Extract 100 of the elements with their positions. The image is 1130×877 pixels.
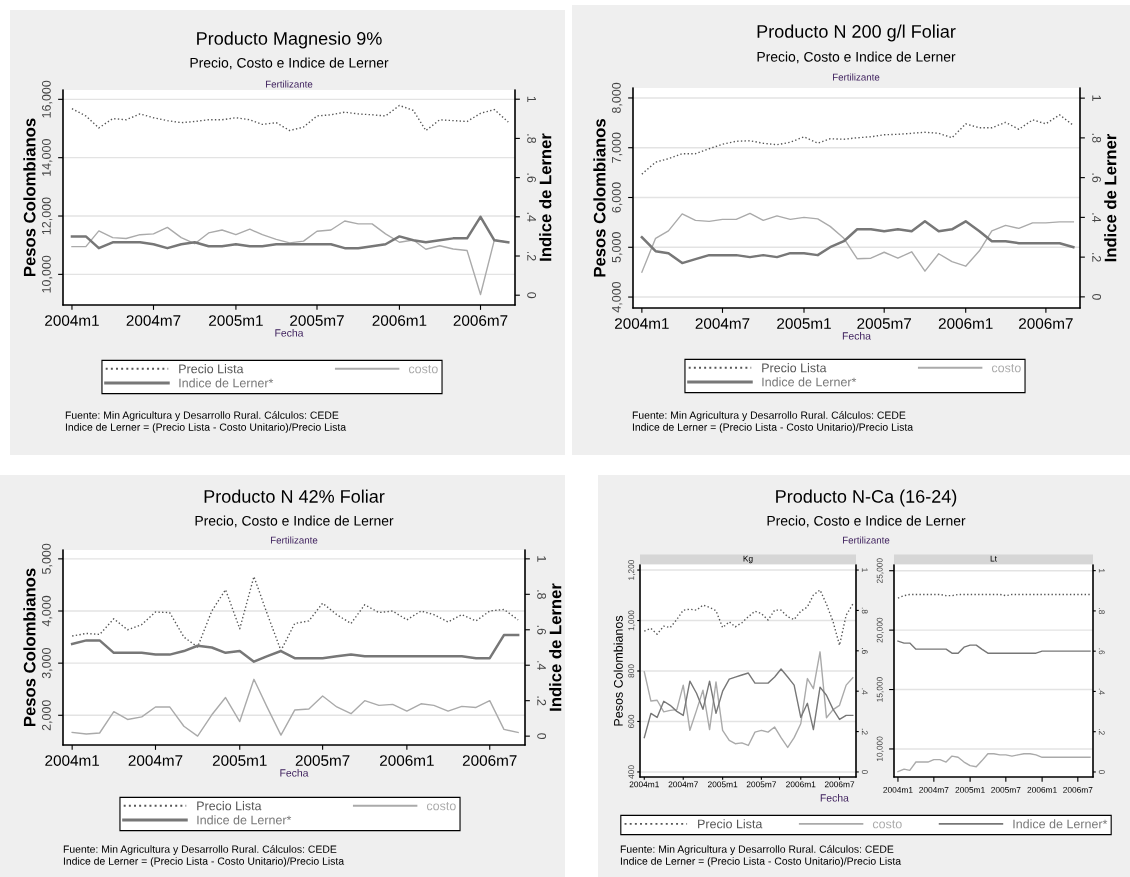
x-tick-label: 2005m7	[857, 318, 912, 329]
text: Indice de Lerner*	[197, 815, 292, 825]
x-tick-label: 2004m1	[883, 786, 913, 793]
y2-tick-label: .6	[861, 648, 868, 654]
chart-subtitle: Precio, Costo e Indice de Lerner	[767, 515, 966, 528]
y-axis-title: Pesos Colombianos	[23, 118, 36, 277]
y-tick-label: 1,200	[628, 559, 636, 580]
chart-title: Producto N 200 g/l Foliar	[757, 24, 956, 42]
y2-tick-label: .8	[1092, 133, 1102, 143]
y2-tick-label: .6	[527, 173, 537, 183]
y-axis-title: Pesos Colombianos	[593, 119, 606, 277]
y2-tick-label: 1	[537, 556, 546, 562]
y2-tick-label: 0	[527, 292, 537, 299]
text: Fertilizante	[271, 536, 318, 544]
line-series	[643, 651, 854, 749]
x-tick-label: 2004m1	[629, 781, 659, 788]
line-series	[640, 220, 1075, 265]
y-tick-label: 7,000	[611, 132, 623, 163]
y2-tick-label: 1	[1098, 568, 1105, 573]
y2-axis-title: Indice de Lerner	[539, 133, 552, 261]
chart-title: Lt	[990, 555, 997, 562]
y2-tick-label: .8	[537, 590, 547, 599]
x-tick-label: 2005m1	[777, 318, 831, 329]
legend-label: costo	[872, 820, 902, 829]
x-tick-label: 2006m7	[453, 315, 508, 326]
x-tick-label: 2004m7	[919, 786, 949, 793]
legend-label: costo	[408, 365, 438, 374]
text: Precio Lista	[179, 364, 244, 374]
x-tick-label: 2005m7	[991, 786, 1021, 793]
text: Fertilizante	[266, 80, 313, 88]
x-tick-label: 2006m1	[372, 315, 427, 326]
y2-tick-label: .4	[1098, 688, 1105, 695]
x-tick-label: 2006m7	[824, 781, 855, 788]
x-tick-label: 2004m1	[45, 755, 100, 766]
y2-tick-label: .6	[1098, 648, 1105, 655]
y2-tick-label: .8	[1098, 608, 1105, 615]
source-note: Fuente: Min Agricultura y Desarrollo Rural. Cálculos: CEDE	[632, 411, 906, 421]
x-tick-label: 2005m7	[290, 315, 344, 326]
text: Fertilizante	[833, 73, 880, 81]
x-axis-title: Fecha	[280, 768, 309, 777]
x-tick-label: 2005m1	[708, 781, 738, 788]
y2-tick-label: .2	[1092, 253, 1102, 262]
y-tick-label: 16,000	[41, 80, 53, 118]
y2-axis-title: Indice de Lerner	[1104, 133, 1117, 262]
x-tick-label: 2006m1	[786, 781, 816, 788]
y2-tick-label: 0	[861, 769, 868, 774]
chart-subtitle: Precio, Costo e Indice de Lerner	[190, 57, 389, 70]
y-tick-label: 14,000	[41, 139, 53, 176]
y2-tick-label: .2	[537, 696, 547, 706]
line-series	[897, 640, 1091, 654]
y2-tick-label: .2	[1098, 728, 1105, 735]
y-tick-label: 20,000	[876, 617, 884, 643]
x-tick-label: 2005m1	[209, 315, 263, 326]
x-tick-label: 2006m1	[938, 318, 993, 329]
line-series	[70, 215, 510, 250]
chart-title: Producto Magnesio 9%	[197, 31, 382, 49]
y2-tick-label: .4	[527, 212, 536, 222]
y-tick-label: 3,000	[41, 647, 53, 679]
source-note: Fuente: Min Agricultura y Desarrollo Rural. Cálculos: CEDE	[620, 845, 894, 855]
x-tick-label: 2006m7	[462, 755, 517, 766]
legend-label: Precio Lista	[762, 363, 827, 373]
line-series	[70, 633, 520, 663]
chart-subtitle: Precio, Costo e Indice de Lerner	[195, 515, 394, 528]
x-tick-label: 2004m1	[45, 315, 99, 326]
x-axis-title: Fecha	[820, 793, 849, 802]
chart-title: Producto N 42% Foliar	[204, 489, 385, 503]
chart-title: Producto N-Ca (16-24)	[776, 489, 957, 507]
y2-tick-label: 0	[1098, 769, 1105, 774]
y2-tick-label: 0	[1092, 293, 1102, 300]
line-series	[641, 114, 1075, 175]
source-note: Fuente: Min Agricultura y Desarrollo Rural. Cálculos: CEDE	[65, 411, 339, 421]
legend-label: Indice de Lerner*	[762, 377, 857, 387]
y2-tick-label: 1	[1092, 95, 1101, 101]
x-tick-label: 2005m1	[212, 755, 267, 766]
y2-tick-label: .8	[527, 134, 537, 144]
line-series	[897, 753, 1091, 773]
legend-label: costo	[991, 364, 1021, 373]
y2-tick-label: .6	[1092, 173, 1102, 183]
x-tick-label: 2006m7	[1019, 318, 1073, 329]
y-tick-label: 4,000	[41, 595, 53, 627]
y-tick-label: 5,000	[611, 232, 623, 263]
y2-tick-label: .2	[861, 728, 868, 735]
x-tick-label: 2006m7	[1063, 786, 1093, 793]
x-tick-label: 2005m7	[746, 781, 777, 788]
y2-tick-label: .4	[537, 661, 546, 671]
text: Indice de Lerner*	[179, 378, 274, 388]
source-note: Fuente: Min Agricultura y Desarrollo Rural. Cálculos: CEDE	[63, 845, 337, 855]
text: Indice de Lerner = (Precio Lista - Costo Unitario)/Precio Lista	[620, 857, 902, 867]
legend-label: Precio Lista	[698, 819, 763, 829]
y2-tick-label: .4	[1092, 213, 1101, 223]
legend-label: costo	[426, 802, 456, 811]
y-tick-label: 1,000	[628, 610, 636, 631]
y-tick-label: 400	[628, 765, 635, 779]
y-tick-label: 8,000	[611, 82, 623, 114]
y2-axis-title: Indice de Lerner	[549, 583, 562, 711]
y-axis-title: Pesos Colombianos	[613, 615, 623, 726]
x-tick-label: 2006m1	[380, 755, 434, 766]
y2-tick-label: 1	[527, 96, 536, 103]
x-tick-label: 2005m1	[955, 786, 985, 793]
y2-tick-label: 0	[537, 733, 547, 740]
